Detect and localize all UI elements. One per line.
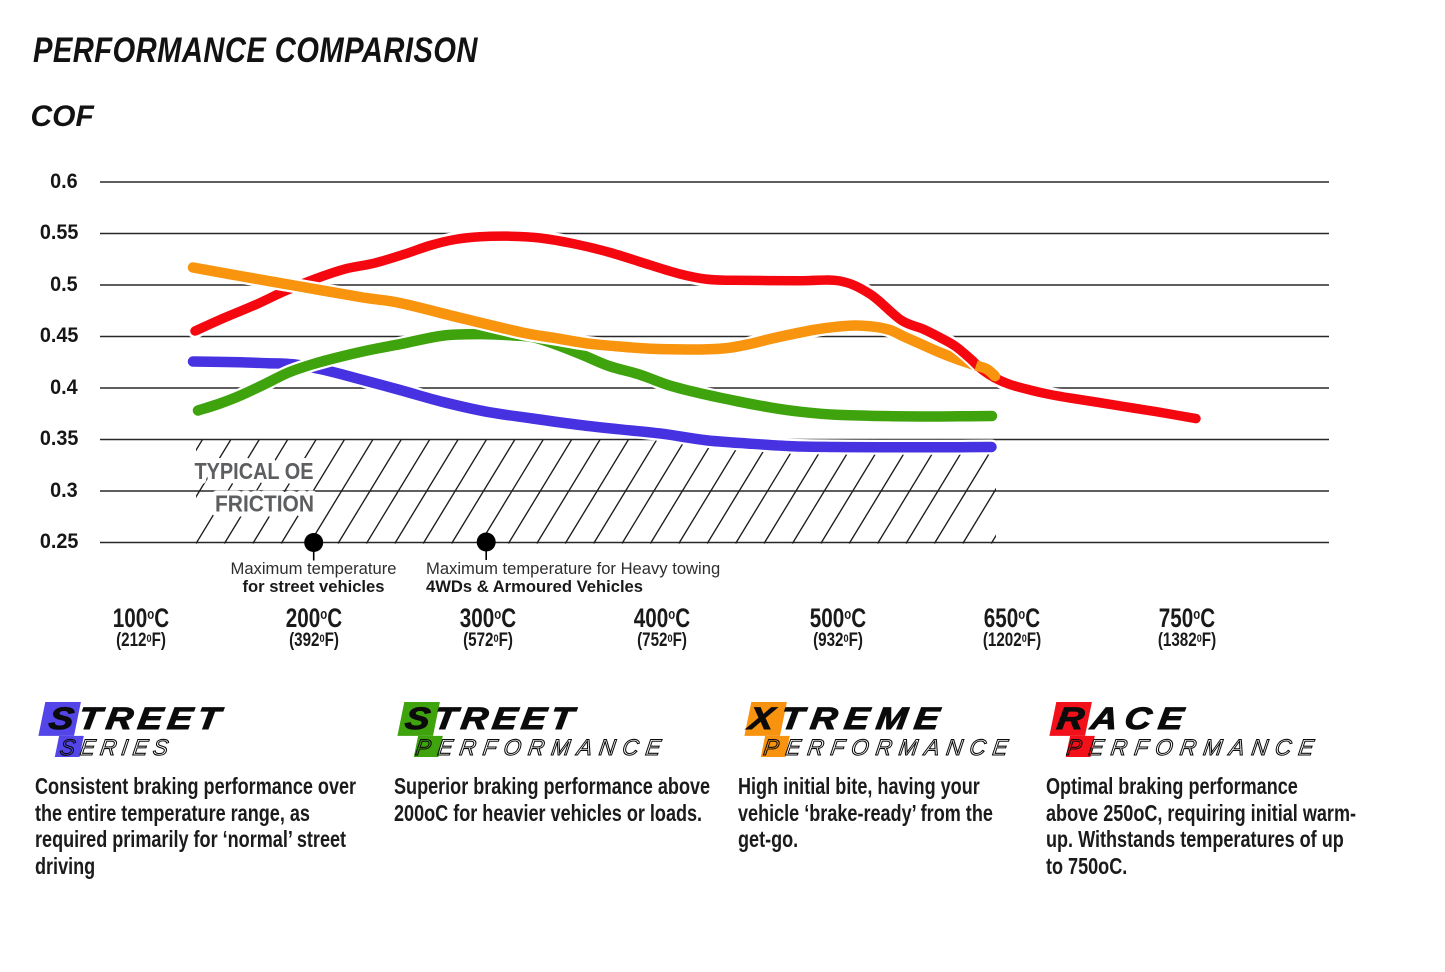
svg-text:PERFORMANCE: PERFORMANCE: [414, 735, 663, 760]
svg-text:PERFORMANCE: PERFORMANCE: [1065, 735, 1316, 760]
svg-text:TYPICAL OE: TYPICAL OE: [195, 458, 314, 484]
svg-text:RACE: RACE: [1055, 702, 1187, 736]
svg-text:FRICTION: FRICTION: [215, 491, 314, 517]
svg-text:PERFORMANCE: PERFORMANCE: [762, 735, 1010, 760]
